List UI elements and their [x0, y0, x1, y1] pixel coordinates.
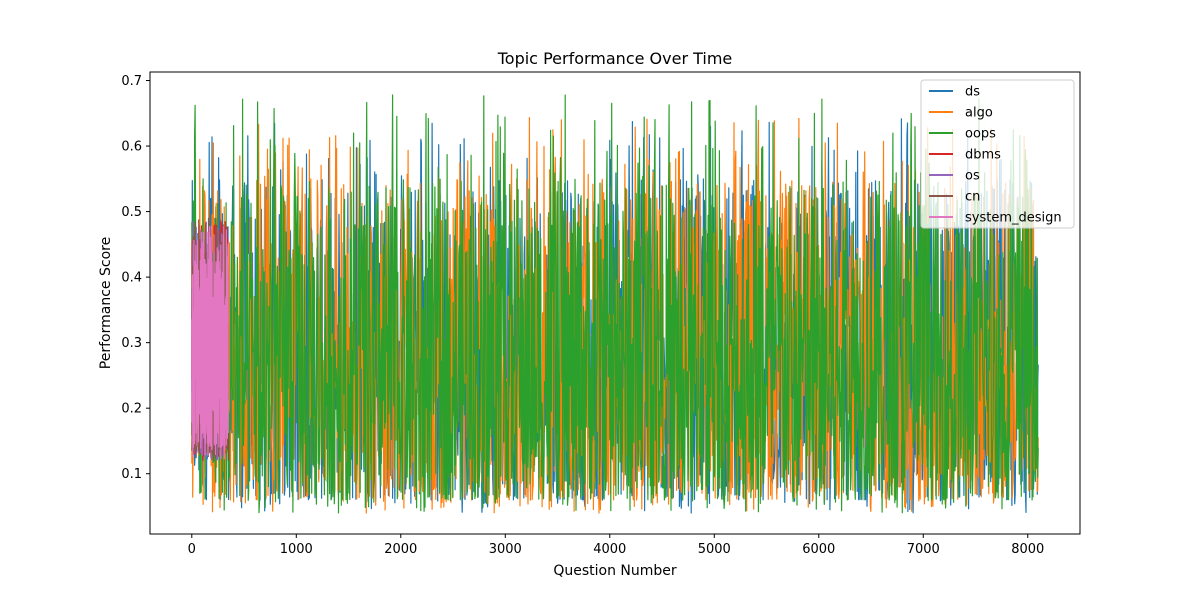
chart-title: Topic Performance Over Time — [497, 49, 733, 68]
legend-label-oops: oops — [965, 127, 996, 142]
legend-label-ds: ds — [965, 85, 980, 100]
legend-label-algo: algo — [965, 106, 993, 121]
x-tick-label: 3000 — [489, 542, 522, 557]
y-axis: 0.1 0.2 0.3 0.4 0.5 0.6 0.7 — [121, 74, 150, 482]
series-line-system-design — [192, 226, 229, 459]
x-tick-label: 7000 — [907, 542, 940, 557]
y-tick-label: 0.5 — [121, 205, 142, 220]
x-tick-label: 2000 — [384, 542, 417, 557]
x-tick-label: 6000 — [802, 542, 835, 557]
legend: ds algo oops dbms os cn system_design — [921, 80, 1074, 228]
legend-label-os: os — [965, 169, 980, 184]
x-tick-label: 0 — [188, 542, 196, 557]
legend-label-cn: cn — [965, 190, 980, 205]
legend-label-system-design: system_design — [965, 211, 1062, 226]
y-tick-label: 0.4 — [121, 271, 142, 286]
x-axis: 0 1000 2000 3000 4000 5000 6000 7000 8000 — [188, 534, 1045, 557]
y-axis-label: Performance Score — [98, 237, 114, 369]
legend-label-dbms: dbms — [965, 148, 1001, 163]
y-tick-label: 0.6 — [121, 140, 142, 155]
y-tick-label: 0.3 — [121, 336, 142, 351]
y-tick-label: 0.2 — [121, 402, 142, 417]
x-tick-label: 8000 — [1011, 542, 1044, 557]
series-layer — [192, 95, 1038, 513]
x-tick-label: 4000 — [593, 542, 626, 557]
x-tick-label: 1000 — [280, 542, 313, 557]
x-axis-label: Question Number — [553, 563, 677, 579]
x-tick-label: 5000 — [698, 542, 731, 557]
y-tick-label: 0.7 — [121, 74, 142, 89]
y-tick-label: 0.1 — [121, 467, 142, 482]
